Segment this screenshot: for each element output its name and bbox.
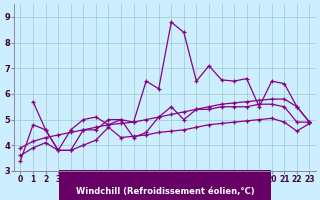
X-axis label: Windchill (Refroidissement éolien,°C): Windchill (Refroidissement éolien,°C) xyxy=(76,187,254,196)
